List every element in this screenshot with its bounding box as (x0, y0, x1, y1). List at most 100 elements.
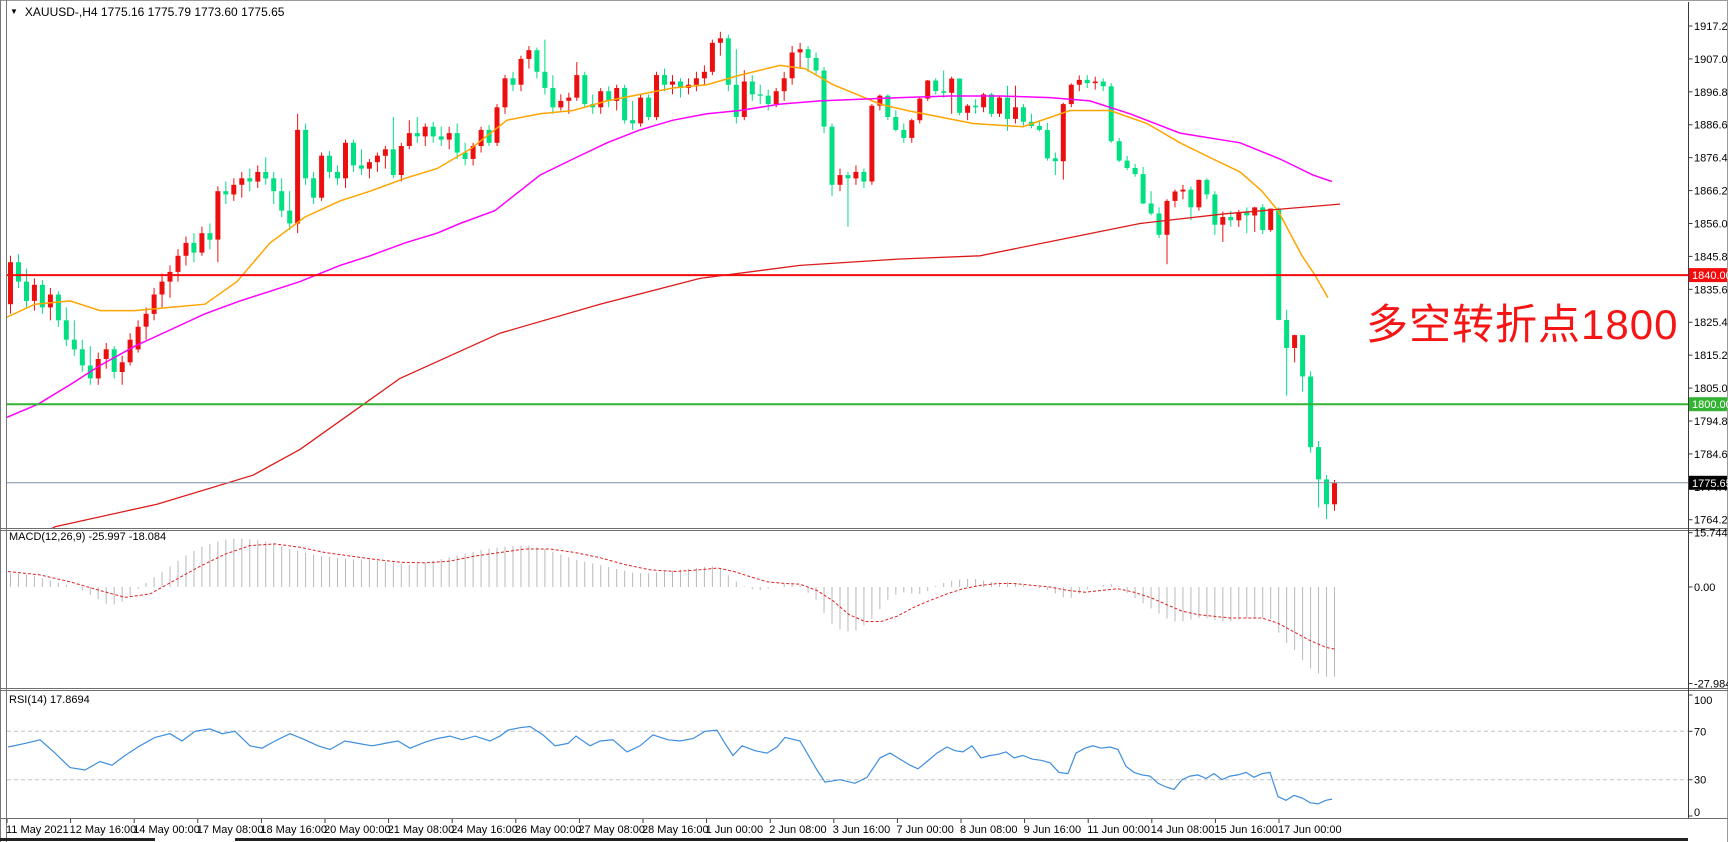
candle-bear (390, 149, 396, 176)
candle-bull (965, 105, 971, 113)
candle-bull (1068, 84, 1074, 105)
candle-bear (191, 242, 197, 253)
symbol-dropdown-icon[interactable]: ▼ (10, 7, 18, 16)
candle-bull (159, 281, 165, 295)
candle-bull (143, 313, 149, 327)
candle-bear (973, 105, 979, 108)
candle-bull (1292, 335, 1298, 348)
candle-bear (55, 294, 61, 321)
candle-bear (1316, 447, 1321, 480)
candle-bear (749, 81, 755, 95)
candle-bear (1260, 207, 1266, 230)
candle-bear (1204, 179, 1210, 195)
time-axis-label: 7 Jun 00:00 (896, 824, 954, 836)
frame-left-inner (6, 0, 7, 842)
svg-text:1800.00: 1800.00 (1692, 399, 1728, 411)
candle-bear (933, 80, 939, 92)
candle-bull (781, 78, 787, 92)
time-axis-label: 24 May 16:00 (451, 824, 518, 836)
rsi-axis-label: 30 (1694, 775, 1706, 787)
candle-bear (861, 171, 867, 182)
candle-bull (717, 38, 723, 43)
candle-bull (478, 129, 484, 146)
time-axis-label: 21 May 08:00 (388, 824, 455, 836)
price-axis-label: 1876.40 (1694, 153, 1728, 165)
time-axis-label: 20 May 00:00 (324, 824, 391, 836)
candle-bull (295, 129, 301, 224)
price-axis-label: 1886.60 (1694, 120, 1728, 132)
candle-bear (662, 75, 667, 85)
macd-axis-label: -27.984 (1694, 679, 1728, 691)
candle-bear (111, 349, 117, 372)
candle-bear (1140, 174, 1146, 204)
candle-bull (239, 178, 245, 185)
time-axis-label: 9 Jun 16:00 (1024, 824, 1082, 836)
candle-bear (821, 70, 827, 127)
svg-text:1840.00: 1840.00 (1692, 270, 1728, 282)
candle-bull (103, 349, 109, 359)
candle-bull (1092, 81, 1098, 84)
time-axis-label: 27 May 08:00 (578, 824, 645, 836)
macd-axis: 15.744 0.00 -27.984 (1688, 528, 1728, 691)
candle-bull (135, 326, 141, 350)
price-axis-label: 1835.60 (1694, 284, 1728, 296)
candle-bear (582, 75, 588, 105)
chart-title-bar: ▼ XAUUSD-,H4 1775.16 1775.79 1773.60 177… (10, 5, 284, 19)
candle-bull (877, 95, 883, 106)
candle-bull (199, 233, 205, 253)
candle-bear (1005, 97, 1010, 119)
candle-bear (622, 88, 628, 121)
candle-bull (47, 294, 53, 308)
candle-bear (79, 349, 85, 366)
candle-bear (462, 152, 468, 159)
candle-bear (1276, 208, 1282, 320)
candle-bull (925, 80, 931, 99)
candle-bear (430, 126, 436, 137)
macd-axis-label: 0.00 (1694, 582, 1715, 594)
candle-bear (534, 50, 540, 72)
candle-bear (733, 84, 739, 117)
candle-bull (119, 362, 125, 372)
main-chart-panel[interactable] (0, 31, 1341, 546)
candle-bull (709, 42, 715, 72)
rsi-panel[interactable] (7, 725, 1688, 805)
candle-bear (1020, 107, 1026, 122)
time-axis-label: 2 Jun 08:00 (769, 824, 827, 836)
candle-bull (1332, 482, 1337, 505)
candle-bull (773, 91, 779, 105)
candle-bear (1116, 141, 1122, 161)
bottom-frame-segment (0, 838, 155, 841)
price-badge-current: 1775.65 (1689, 475, 1728, 490)
rsi-line (7, 725, 1333, 805)
candle-bull (1236, 212, 1242, 221)
macd-panel[interactable] (7, 538, 1336, 677)
time-axis-label: 18 May 16:00 (260, 824, 327, 836)
candle-bear (510, 78, 516, 85)
candle-bear (39, 284, 45, 308)
candle-bear (358, 165, 364, 169)
candle-bear (606, 91, 612, 101)
ma-fast-line (7, 64, 1329, 318)
time-axis-label: 14 May 00:00 (133, 824, 200, 836)
time-axis-label: 26 May 00:00 (515, 824, 582, 836)
candle-bull (255, 171, 261, 182)
candle-bear (1284, 320, 1290, 349)
candle-bull (558, 100, 564, 108)
candle-bull (406, 133, 412, 146)
candle-bull (693, 78, 699, 85)
rsi-axis-label: 100 (1694, 695, 1712, 707)
bottom-scrollbar[interactable] (235, 838, 1688, 841)
ma-mid-line (7, 95, 1333, 419)
candle-bear (1308, 376, 1314, 448)
candle-bull (398, 146, 404, 175)
candle-bear (901, 129, 907, 138)
price-axis-label: 1805.00 (1694, 383, 1728, 395)
time-axis-label: 17 May 08:00 (197, 824, 264, 836)
candle-bear (765, 95, 771, 105)
price-axis-label: 1907.00 (1694, 54, 1728, 66)
candle-bear (1212, 194, 1218, 225)
candle-bear (893, 117, 899, 130)
candle-bull (1013, 107, 1018, 119)
